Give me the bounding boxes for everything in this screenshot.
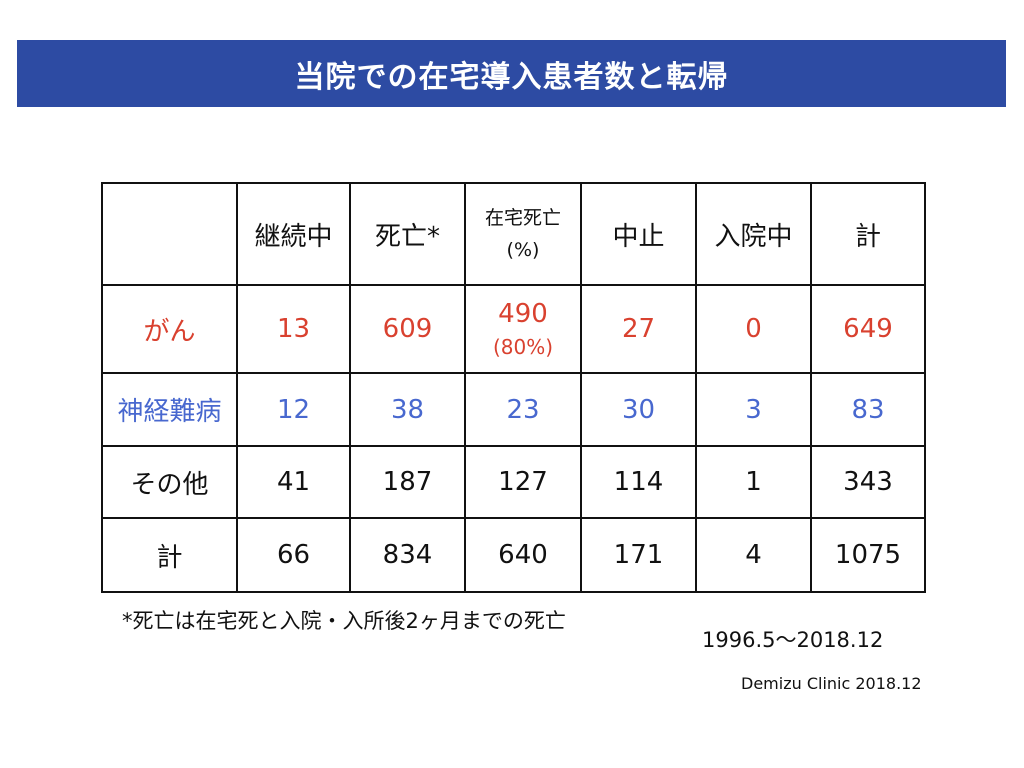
table-header-row: 継続中 死亡* 在宅死亡 (%) 中止 入院中 計 bbox=[101, 182, 926, 286]
header-home-death-unit: (%) bbox=[506, 239, 540, 261]
table-cell: 187 bbox=[349, 445, 466, 519]
table-cell: 38 bbox=[349, 372, 466, 447]
footnote: *死亡は在宅死と入院・入所後2ヶ月までの死亡 bbox=[122, 609, 566, 633]
table-cell: 13 bbox=[236, 284, 351, 374]
table-cell: 640 bbox=[464, 517, 582, 593]
header-home-death-label: 在宅死亡 bbox=[484, 207, 561, 229]
header-cell-hospitalized: 入院中 bbox=[695, 182, 812, 286]
header-cell-death: 死亡* bbox=[349, 182, 466, 286]
credit-line: Demizu Clinic 2018.12 bbox=[741, 674, 922, 693]
table-cell: 3 bbox=[695, 372, 812, 447]
table-cell: 343 bbox=[810, 445, 926, 519]
table-cell: 171 bbox=[580, 517, 697, 593]
outcome-table: 継続中 死亡* 在宅死亡 (%) 中止 入院中 計 がん 13 609 490 … bbox=[101, 182, 926, 593]
table-row-neuro: 神経難病 12 38 23 30 3 83 bbox=[101, 372, 926, 447]
table-cell: 609 bbox=[349, 284, 466, 374]
table-cell: 23 bbox=[464, 372, 582, 447]
table-cell: 1 bbox=[695, 445, 812, 519]
table-cell: 834 bbox=[349, 517, 466, 593]
header-cell-ongoing: 継続中 bbox=[236, 182, 351, 286]
table-row-other: その他 41 187 127 114 1 343 bbox=[101, 445, 926, 519]
row-label: 神経難病 bbox=[101, 372, 238, 447]
table-cell-value: 490 bbox=[498, 299, 548, 329]
table-cell: 41 bbox=[236, 445, 351, 519]
table-cell: 4 bbox=[695, 517, 812, 593]
table-cell-percent: (80%) bbox=[492, 335, 554, 359]
table-cell: 114 bbox=[580, 445, 697, 519]
header-cell-home-death: 在宅死亡 (%) bbox=[464, 182, 582, 286]
table-cell: 0 bbox=[695, 284, 812, 374]
table-cell: 27 bbox=[580, 284, 697, 374]
row-label: 計 bbox=[101, 517, 238, 593]
page-title: 当院での在宅導入患者数と転帰 bbox=[294, 59, 729, 95]
row-label: その他 bbox=[101, 445, 238, 519]
header-cell-empty bbox=[101, 182, 238, 286]
row-label: がん bbox=[101, 284, 238, 374]
period-range: 1996.5～2018.12 bbox=[702, 628, 884, 652]
table-cell: 30 bbox=[580, 372, 697, 447]
header-cell-total: 計 bbox=[810, 182, 926, 286]
table-cell: 127 bbox=[464, 445, 582, 519]
table-cell: 83 bbox=[810, 372, 926, 447]
table-row-total: 計 66 834 640 171 4 1075 bbox=[101, 517, 926, 593]
header-cell-discontinued: 中止 bbox=[580, 182, 697, 286]
table-cell: 1075 bbox=[810, 517, 926, 593]
title-bar: 当院での在宅導入患者数と転帰 bbox=[17, 40, 1006, 107]
table-cell: 649 bbox=[810, 284, 926, 374]
table-row-cancer: がん 13 609 490 (80%) 27 0 649 bbox=[101, 284, 926, 374]
table-cell: 66 bbox=[236, 517, 351, 593]
table-cell: 12 bbox=[236, 372, 351, 447]
table-cell-home-death: 490 (80%) bbox=[464, 284, 582, 374]
